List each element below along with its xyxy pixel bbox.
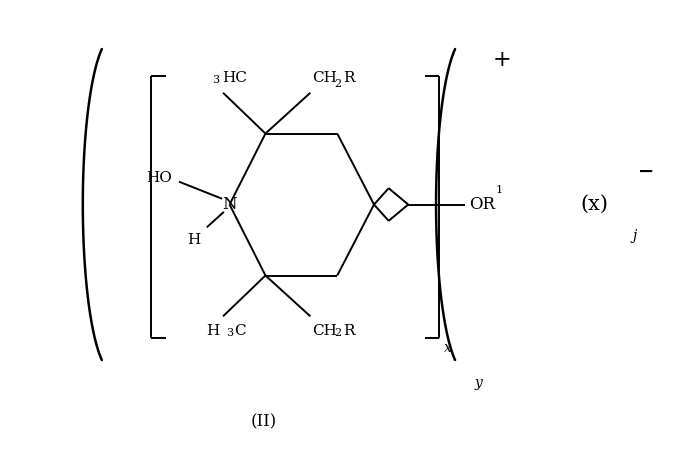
- Text: (x): (x): [580, 195, 608, 214]
- Text: CH: CH: [312, 71, 337, 85]
- Text: H: H: [187, 234, 201, 247]
- Text: CH: CH: [312, 324, 337, 338]
- Text: (II): (II): [251, 414, 277, 431]
- Text: 2: 2: [334, 328, 341, 338]
- Text: N: N: [222, 196, 237, 213]
- Text: y: y: [475, 376, 482, 390]
- Text: HO: HO: [147, 170, 173, 185]
- Text: x: x: [444, 341, 452, 355]
- Text: R: R: [343, 71, 354, 85]
- Text: 2: 2: [334, 80, 341, 89]
- Text: −: −: [637, 163, 654, 181]
- Text: HC: HC: [222, 71, 247, 85]
- Text: +: +: [493, 49, 512, 71]
- Text: OR: OR: [470, 196, 496, 213]
- Text: R: R: [343, 324, 354, 338]
- Text: 1: 1: [496, 185, 503, 195]
- Text: H: H: [206, 324, 219, 338]
- Text: j: j: [633, 229, 637, 243]
- Text: 3: 3: [212, 76, 219, 85]
- Text: 3: 3: [226, 328, 233, 338]
- Text: C: C: [233, 324, 245, 338]
